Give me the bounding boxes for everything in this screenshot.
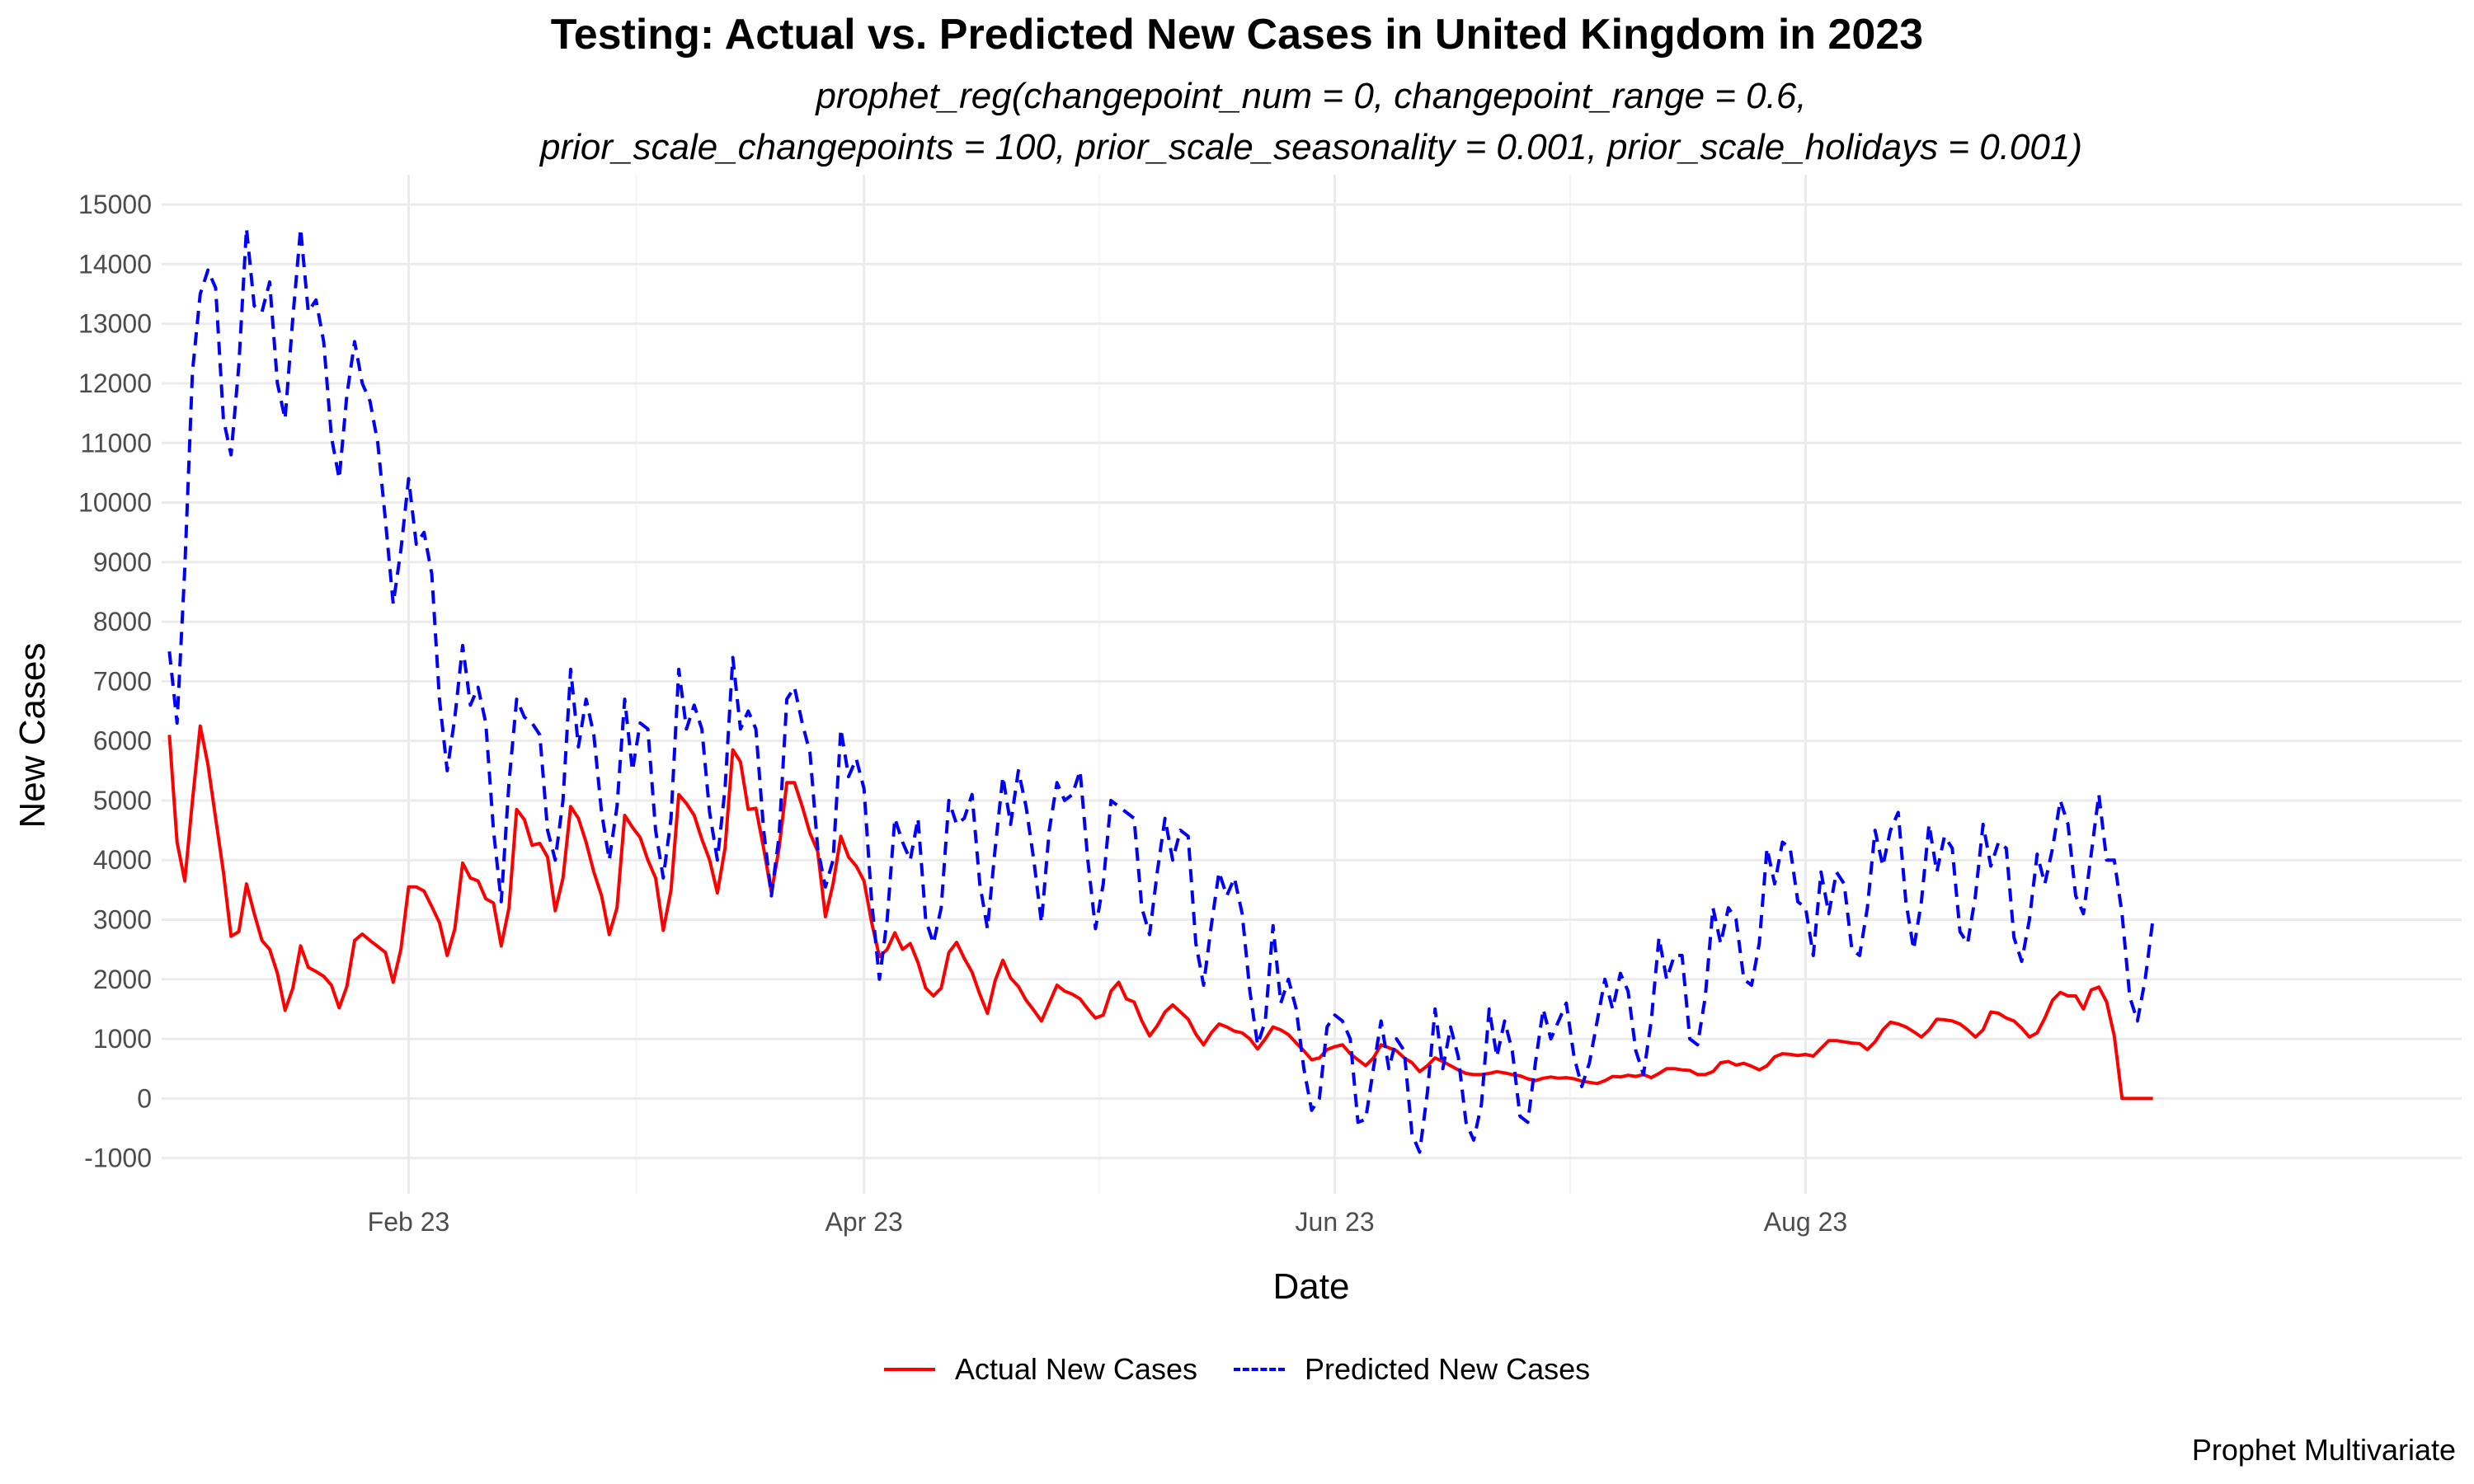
minor-gridlines — [635, 175, 1572, 1194]
y-tick-label: 12000 — [78, 369, 152, 398]
y-tick-label: 2000 — [93, 965, 152, 994]
x-tick-label: Apr 23 — [825, 1207, 903, 1237]
subtitle-line-1: prophet_reg(changepoint_num = 0, changep… — [816, 76, 1807, 116]
subtitle-line-2: prior_scale_changepoints = 100, prior_sc… — [540, 127, 2082, 167]
x-axis: Feb 23 Apr 23 Jun 23 Aug 23 — [368, 1207, 1848, 1237]
y-tick-label: 15000 — [78, 190, 152, 219]
x-tick-label: Feb 23 — [368, 1207, 450, 1237]
legend-item-actual: Actual New Cases — [883, 1352, 1197, 1387]
chart-caption: Prophet Multivariate — [2191, 1433, 2456, 1467]
chart-subtitle: prophet_reg(changepoint_num = 0, changep… — [0, 71, 2474, 173]
legend-item-predicted: Predicted New Cases — [1233, 1352, 1591, 1387]
legend-label-predicted: Predicted New Cases — [1304, 1352, 1591, 1386]
y-tick-label: 0 — [137, 1083, 152, 1113]
legend-label-actual: Actual New Cases — [954, 1352, 1197, 1386]
y-axis-label: New Cases — [12, 642, 53, 829]
y-tick-label: 3000 — [93, 905, 152, 935]
y-tick-label: 11000 — [80, 428, 152, 458]
actual-cases-line — [167, 724, 2153, 1101]
y-tick-label: 13000 — [78, 309, 152, 339]
x-axis-label: Date — [1272, 1266, 1350, 1307]
y-axis: -1000 0 1000 2000 3000 4000 5000 6000 7000 8000 90… — [78, 190, 152, 1172]
major-gridlines — [162, 175, 2462, 1194]
y-tick-label: 9000 — [93, 547, 152, 577]
series-layer — [167, 227, 2155, 1154]
y-tick-label: 14000 — [78, 249, 152, 279]
y-tick-label: 1000 — [93, 1024, 152, 1054]
x-tick-label: Jun 23 — [1296, 1207, 1375, 1237]
chart-title: Testing: Actual vs. Predicted New Cases … — [550, 11, 1924, 59]
legend-key-actual — [883, 1368, 935, 1371]
y-tick-label: 10000 — [78, 488, 152, 518]
legend: Actual New Cases Predicted New Cases — [0, 1352, 2474, 1387]
legend-key-predicted — [1233, 1368, 1285, 1371]
predicted-cases-line — [167, 227, 2155, 1154]
y-tick-label: 8000 — [93, 607, 152, 636]
y-tick-label: 4000 — [93, 845, 152, 875]
y-tick-label: -1000 — [84, 1144, 152, 1173]
x-tick-label: Aug 23 — [1764, 1207, 1847, 1237]
y-tick-label: 7000 — [93, 666, 152, 696]
y-tick-label: 5000 — [93, 786, 152, 815]
y-tick-label: 6000 — [93, 726, 152, 756]
